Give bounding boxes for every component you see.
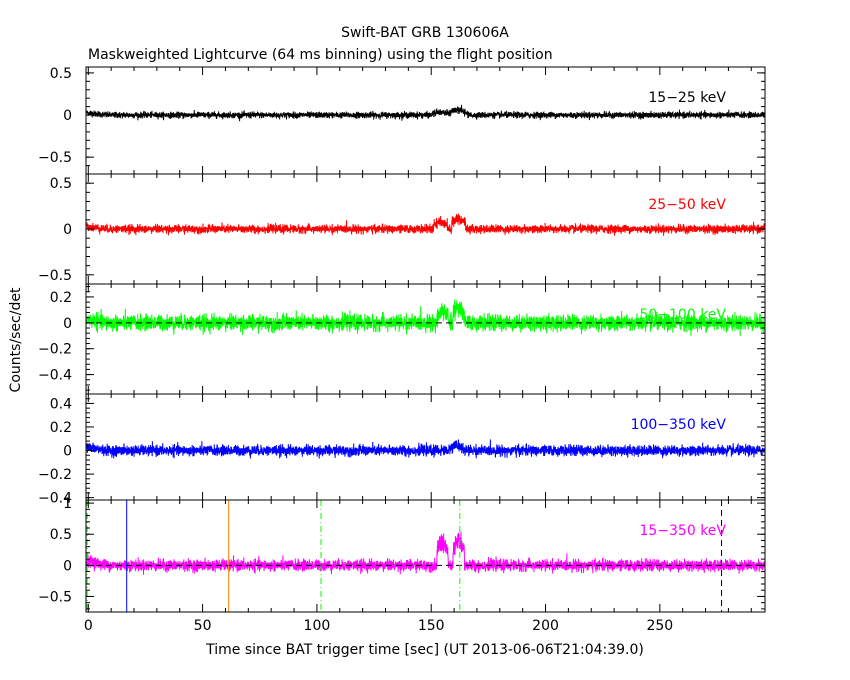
panel-2: −0.4 −0.2 0 0.2 50−100 keV xyxy=(38,283,766,395)
panel-4: −0.5 0 0.5 1 15−350 keV xyxy=(38,496,766,613)
band-label: 100−350 keV xyxy=(631,417,727,433)
y-tick-label: −0.4 xyxy=(38,491,72,507)
y-tick-label: 0.5 xyxy=(50,176,72,192)
panel-3: −0.4 −0.2 0 0.2 0.4 100−350 keV xyxy=(38,393,766,507)
panel-frame xyxy=(85,283,766,395)
series-line-25-50-kev xyxy=(86,213,765,236)
band-label: 25−50 keV xyxy=(648,197,726,213)
y-tick-label: 0.2 xyxy=(50,420,72,436)
x-tick-label: 100 xyxy=(304,618,331,634)
y-tick-label: −0.5 xyxy=(38,150,72,166)
y-tick-label: −0.5 xyxy=(38,589,72,605)
series-line-50-100-kev xyxy=(86,299,765,336)
y-tick-label: 0 xyxy=(63,222,72,238)
chart-subtitle: Maskweighted Lightcurve (64 ms binning) … xyxy=(88,47,553,63)
y-tick-label: 0.2 xyxy=(50,290,72,306)
panel-frame xyxy=(85,499,766,613)
y-tick-label: −0.2 xyxy=(38,467,72,483)
band-label: 15−350 keV xyxy=(639,523,726,539)
x-tick-label: 200 xyxy=(532,618,559,634)
series-line-15-25-kev xyxy=(86,104,765,122)
series-line-15-350-kev xyxy=(86,531,765,575)
y-tick-label: 0.5 xyxy=(50,527,72,543)
y-tick-label: 0.4 xyxy=(50,396,72,412)
y-tick-label: 0.5 xyxy=(50,66,72,82)
panel-frame xyxy=(85,66,766,175)
y-tick-label: 0 xyxy=(63,108,72,124)
y-tick-label: −0.2 xyxy=(38,342,72,358)
y-tick-label: −0.4 xyxy=(38,368,72,384)
y-tick-label: 1 xyxy=(63,496,72,512)
panel-0: −0.5 0 0.5 15−25 keV xyxy=(38,66,766,175)
band-label: 15−25 keV xyxy=(648,90,726,106)
band-label: 50−100 keV xyxy=(639,307,726,323)
chart-title: Swift-BAT GRB 130606A xyxy=(341,25,509,41)
series-line-100-350-kev xyxy=(86,439,765,459)
y-tick-label: 0 xyxy=(63,558,72,574)
x-axis-label: Time since BAT trigger time [sec] (UT 20… xyxy=(205,642,644,658)
y-axis-label: Counts/sec/det xyxy=(8,287,24,392)
y-tick-label: 0 xyxy=(63,444,72,460)
x-tick-label: 50 xyxy=(194,618,212,634)
panels: −0.500.515−25 keV−0.500.525−50 keV−0.4−0… xyxy=(38,66,766,634)
y-tick-label: −0.5 xyxy=(38,268,72,284)
x-tick-label: 150 xyxy=(418,618,445,634)
x-tick-label: 0 xyxy=(84,618,93,634)
x-tick-label: 250 xyxy=(646,618,673,634)
panel-1: −0.5 0 0.5 25−50 keV xyxy=(38,173,766,285)
y-tick-label: 0 xyxy=(63,316,72,332)
